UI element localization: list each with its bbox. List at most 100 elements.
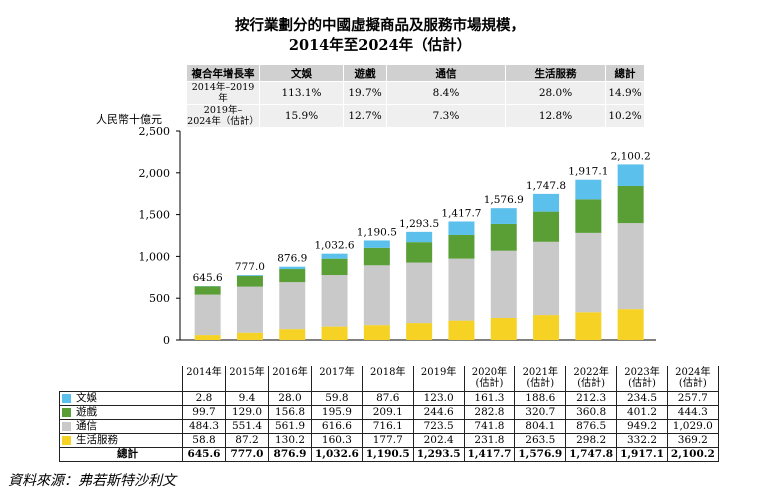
bar-total-label: 645.6 (193, 272, 223, 284)
bar-segment (575, 179, 602, 200)
table-row: 遊戲 99.7 129.0 156.8 195.9 209.1 244.6 282.8 320.… (59, 405, 719, 420)
x-axis-tick-label: 2017年 (311, 366, 363, 392)
table-cell: 282.8 (463, 405, 516, 420)
table-cell: 28.0 (268, 391, 312, 406)
bar-segment (490, 317, 517, 340)
cagr-value: 12.7% (343, 104, 387, 128)
cagr-value: 19.7% (343, 81, 387, 105)
source-note: 資料來源：弗若斯特沙利文 (8, 473, 176, 489)
table-cell: 99.7 (182, 405, 226, 420)
table-cell: 551.4 (225, 419, 269, 434)
cagr-value: 8.4% (386, 81, 506, 105)
table-total-cell: 1,293.5 (412, 447, 465, 462)
bar-segment (236, 286, 263, 333)
table-cell: 257.7 (666, 391, 719, 406)
cagr-value: 28.0% (505, 81, 606, 105)
bar-segment (575, 312, 602, 340)
bar-segment (279, 282, 306, 330)
y-axis-tick-label: 500 (149, 292, 170, 305)
bar-total-label: 1,293.5 (399, 218, 439, 230)
table-cell: 160.3 (311, 433, 363, 448)
table-cell: 9.4 (225, 391, 269, 406)
table-cell: 332.2 (616, 433, 668, 448)
bar-segment (575, 232, 602, 313)
chart-title-line1: 按行業劃分的中國虛擬商品及服務市場規模， (235, 17, 525, 34)
x-axis-tick-label: 2014年 (182, 366, 226, 392)
bar-total-label: 1,747.8 (526, 180, 566, 192)
legend-swatch (61, 421, 71, 431)
legend-swatch-cell (59, 433, 72, 448)
bar-segment (617, 309, 644, 340)
cagr-value: 14.9% (605, 81, 645, 105)
table-cell: 298.2 (565, 433, 618, 448)
bar-segment (406, 242, 433, 263)
table-cell: 234.5 (616, 391, 668, 406)
chart-title-line2: 2014年至2024年（估計） (288, 37, 472, 54)
table-cell: 209.1 (361, 405, 414, 420)
bar-segment (490, 208, 517, 224)
bar-segment (194, 294, 221, 336)
bar-segment (363, 240, 390, 248)
table-total-cell: 1,576.9 (514, 447, 567, 462)
table-cell: 804.1 (514, 419, 567, 434)
table-cell: 59.8 (311, 391, 363, 406)
cagr-value: 10.2% (605, 104, 645, 128)
table-cell: 130.2 (268, 433, 312, 448)
table-cell: 87.2 (225, 433, 269, 448)
bar-segment (321, 258, 348, 276)
table-row: 通信 484.3 551.4 561.9 616.6 716.1 723.5 741.8 804… (59, 419, 719, 434)
table-cell: 2.8 (182, 391, 226, 406)
cagr-header-life-services: 生活服務 (505, 64, 606, 82)
table-cell: 161.3 (463, 391, 516, 406)
bar-segment (490, 250, 517, 318)
table-cell: 212.3 (565, 391, 618, 406)
table-total-cell: 777.0 (225, 447, 269, 462)
bar-total-label: 1,576.9 (484, 194, 524, 206)
table-cell: 231.8 (463, 433, 516, 448)
bar-total-label: 1,917.1 (568, 166, 608, 178)
bar-segment (321, 275, 348, 327)
bar-total-label: 1,190.5 (357, 226, 397, 238)
table-cell: 188.6 (514, 391, 567, 406)
bar-segment (194, 286, 221, 295)
table-cell: 401.2 (616, 405, 668, 420)
bar-segment (363, 325, 390, 340)
legend-swatch-cell (59, 447, 72, 462)
table-cell: 1,029.0 (666, 419, 719, 434)
table-corner (72, 366, 183, 392)
x-axis-tick-label: 2019年 (412, 366, 465, 392)
table-total-cell: 645.6 (182, 447, 226, 462)
cagr-value: 12.8% (505, 104, 606, 128)
table-total-cell: 1,190.5 (361, 447, 414, 462)
table-cell: 177.7 (361, 433, 414, 448)
bar-segment (236, 275, 263, 287)
bar-segment (321, 326, 348, 340)
bar-segment (363, 247, 390, 266)
cagr-table: 複合年增長率 文娛 遊戲 通信 生活服務 總計 2014年–2019年 113.… (186, 64, 645, 128)
y-axis-tick-label: 0 (163, 334, 170, 347)
table-cell: 369.2 (666, 433, 719, 448)
legend-swatch-cell (59, 419, 72, 434)
cagr-row-label: 2019年– 2024年（估計） (186, 104, 260, 128)
cagr-header-row: 複合年增長率 文娛 遊戲 通信 生活服務 總計 (186, 64, 645, 82)
table-cell: 195.9 (311, 405, 363, 420)
bar-segment (236, 275, 263, 276)
table-cell: 263.5 (514, 433, 567, 448)
bar-segment (617, 164, 644, 186)
legend-swatch (61, 435, 71, 445)
bar-segment (279, 266, 306, 270)
bar-segment (533, 193, 560, 212)
bar-segment (575, 199, 602, 233)
table-cell: 561.9 (268, 419, 312, 434)
legend-swatch (61, 407, 71, 417)
y-axis-tick-label: 2,000 (139, 167, 171, 180)
cagr-row-label: 2014年–2019年 (186, 81, 260, 105)
table-total-cell: 1,032.6 (311, 447, 363, 462)
table-total-cell: 1,917.1 (616, 447, 668, 462)
table-cell: 716.1 (361, 419, 414, 434)
cagr-row-label-line2: 2024年（估計） (187, 116, 259, 127)
cagr-header-games: 遊戲 (343, 64, 387, 82)
bar-segment (448, 320, 475, 340)
total-label: 總計 (72, 447, 183, 462)
series-label: 遊戲 (72, 405, 183, 420)
